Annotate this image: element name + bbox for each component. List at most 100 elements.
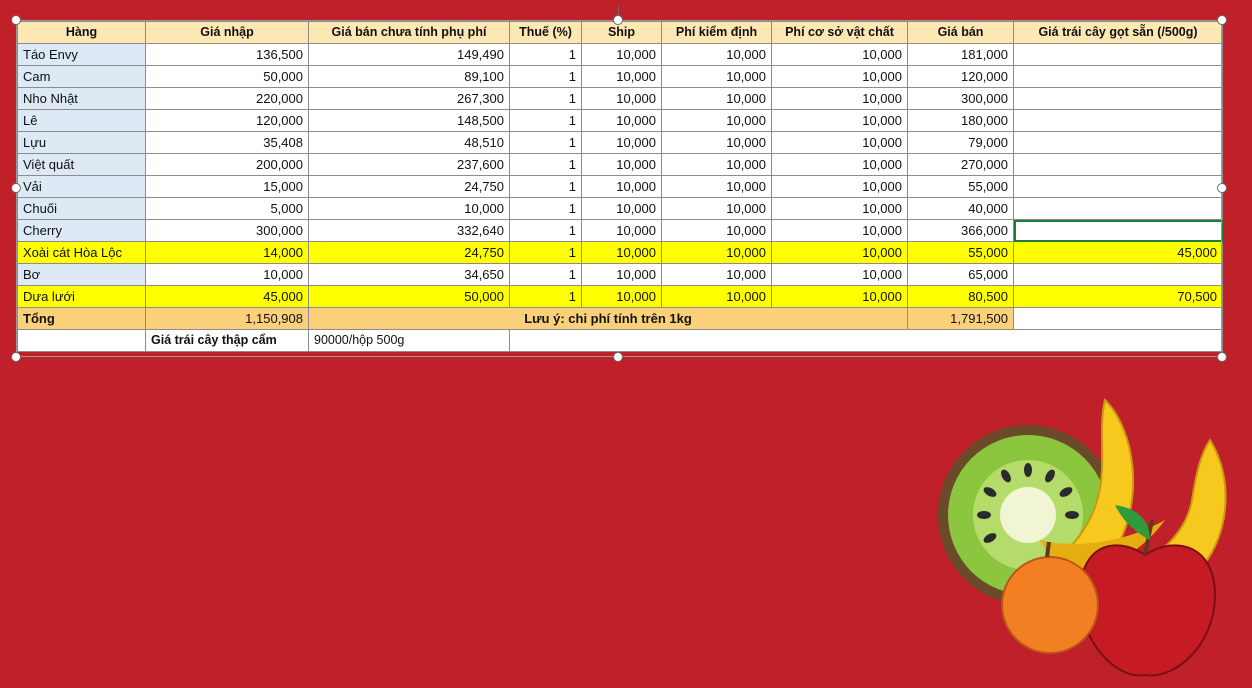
value-cell[interactable] (1013, 43, 1223, 66)
value-cell[interactable]: 55,000 (907, 175, 1014, 198)
header-cell[interactable]: Thuế (%) (509, 21, 582, 44)
value-cell[interactable]: 1 (509, 153, 582, 176)
header-cell[interactable]: Ship (581, 21, 662, 44)
value-cell[interactable]: 10,000 (145, 263, 309, 286)
value-cell[interactable]: 80,500 (907, 285, 1014, 308)
value-cell[interactable]: 15,000 (145, 175, 309, 198)
value-cell[interactable]: 10,000 (771, 197, 908, 220)
resize-handle-bottom-right[interactable] (1217, 352, 1227, 362)
product-name-cell[interactable]: Lựu (17, 131, 146, 154)
value-cell[interactable]: 10,000 (771, 175, 908, 198)
resize-handle-right[interactable] (1217, 183, 1227, 193)
value-cell[interactable]: 300,000 (145, 219, 309, 242)
value-cell[interactable]: 1 (509, 285, 582, 308)
product-name-cell[interactable]: Vải (17, 175, 146, 198)
value-cell[interactable] (1013, 109, 1223, 132)
product-name-cell[interactable]: Táo Envy (17, 43, 146, 66)
empty-cell[interactable] (17, 329, 146, 352)
resize-handle-top-right[interactable] (1217, 15, 1227, 25)
value-cell[interactable]: 300,000 (907, 87, 1014, 110)
resize-handle-bottom-left[interactable] (11, 352, 21, 362)
resize-handle-top-left[interactable] (11, 15, 21, 25)
value-cell[interactable] (1013, 219, 1223, 242)
value-cell[interactable]: 10,000 (308, 197, 510, 220)
value-cell[interactable]: 10,000 (661, 109, 772, 132)
value-cell[interactable]: 10,000 (661, 219, 772, 242)
resize-handle-left[interactable] (11, 183, 21, 193)
value-cell[interactable]: 79,000 (907, 131, 1014, 154)
value-cell[interactable]: 14,000 (145, 241, 309, 264)
value-cell[interactable]: 10,000 (581, 175, 662, 198)
value-cell[interactable]: 181,000 (907, 43, 1014, 66)
value-cell[interactable]: 10,000 (581, 109, 662, 132)
header-cell[interactable]: Phí cơ sở vật chất (771, 21, 908, 44)
value-cell[interactable]: 10,000 (661, 197, 772, 220)
value-cell[interactable]: 35,408 (145, 131, 309, 154)
value-cell[interactable]: 10,000 (581, 153, 662, 176)
value-cell[interactable] (1013, 263, 1223, 286)
import-total-cell[interactable]: 1,150,908 (145, 307, 309, 330)
value-cell[interactable]: 10,000 (771, 109, 908, 132)
header-cell[interactable]: Giá trái cây gọt sẵn (/500g) (1013, 21, 1223, 44)
mixed-fruit-label[interactable]: Giá trái cây thập cẩm (145, 329, 309, 352)
value-cell[interactable]: 10,000 (771, 65, 908, 88)
value-cell[interactable]: 5,000 (145, 197, 309, 220)
value-cell[interactable]: 220,000 (145, 87, 309, 110)
value-cell[interactable]: 10,000 (771, 131, 908, 154)
value-cell[interactable]: 1 (509, 87, 582, 110)
value-cell[interactable]: 24,750 (308, 241, 510, 264)
value-cell[interactable]: 24,750 (308, 175, 510, 198)
empty-cell[interactable] (509, 329, 1223, 352)
header-cell[interactable]: Giá nhập (145, 21, 309, 44)
value-cell[interactable]: 120,000 (907, 65, 1014, 88)
value-cell[interactable]: 10,000 (771, 43, 908, 66)
header-cell[interactable]: Giá bán (907, 21, 1014, 44)
product-name-cell[interactable]: Cherry (17, 219, 146, 242)
value-cell[interactable]: 180,000 (907, 109, 1014, 132)
value-cell[interactable]: 10,000 (661, 241, 772, 264)
value-cell[interactable]: 1 (509, 175, 582, 198)
value-cell[interactable]: 10,000 (661, 153, 772, 176)
spreadsheet-table[interactable]: Hàng Giá nhập Giá bán chưa tính phụ phí … (17, 21, 1223, 352)
value-cell[interactable]: 10,000 (581, 43, 662, 66)
value-cell[interactable]: 65,000 (907, 263, 1014, 286)
value-cell[interactable]: 45,000 (145, 285, 309, 308)
value-cell[interactable] (1013, 197, 1223, 220)
value-cell[interactable] (1013, 65, 1223, 88)
value-cell[interactable]: 10,000 (661, 175, 772, 198)
empty-cell[interactable] (1013, 307, 1223, 330)
value-cell[interactable]: 10,000 (771, 285, 908, 308)
value-cell[interactable]: 10,000 (581, 87, 662, 110)
value-cell[interactable]: 148,500 (308, 109, 510, 132)
value-cell[interactable]: 267,300 (308, 87, 510, 110)
value-cell[interactable]: 10,000 (581, 65, 662, 88)
value-cell[interactable]: 237,600 (308, 153, 510, 176)
value-cell[interactable]: 48,510 (308, 131, 510, 154)
value-cell[interactable]: 50,000 (308, 285, 510, 308)
value-cell[interactable]: 1 (509, 241, 582, 264)
value-cell[interactable] (1013, 153, 1223, 176)
value-cell[interactable]: 10,000 (771, 241, 908, 264)
value-cell[interactable]: 45,000 (1013, 241, 1223, 264)
product-name-cell[interactable]: Bơ (17, 263, 146, 286)
value-cell[interactable]: 1 (509, 131, 582, 154)
product-name-cell[interactable]: Xoài cát Hòa Lộc (17, 241, 146, 264)
total-label[interactable]: Tổng (17, 307, 146, 330)
value-cell[interactable]: 10,000 (661, 285, 772, 308)
value-cell[interactable]: 1 (509, 263, 582, 286)
product-name-cell[interactable]: Chuối (17, 197, 146, 220)
header-cell[interactable]: Phí kiểm định (661, 21, 772, 44)
value-cell[interactable]: 10,000 (661, 87, 772, 110)
product-name-cell[interactable]: Việt quất (17, 153, 146, 176)
value-cell[interactable]: 149,490 (308, 43, 510, 66)
value-cell[interactable]: 10,000 (771, 263, 908, 286)
product-name-cell[interactable]: Lê (17, 109, 146, 132)
value-cell[interactable]: 10,000 (581, 241, 662, 264)
resize-handle-bottom[interactable] (613, 352, 623, 362)
value-cell[interactable]: 200,000 (145, 153, 309, 176)
rotate-handle[interactable] (613, 15, 623, 25)
value-cell[interactable]: 1 (509, 109, 582, 132)
value-cell[interactable]: 1 (509, 219, 582, 242)
value-cell[interactable]: 10,000 (581, 285, 662, 308)
value-cell[interactable]: 89,100 (308, 65, 510, 88)
